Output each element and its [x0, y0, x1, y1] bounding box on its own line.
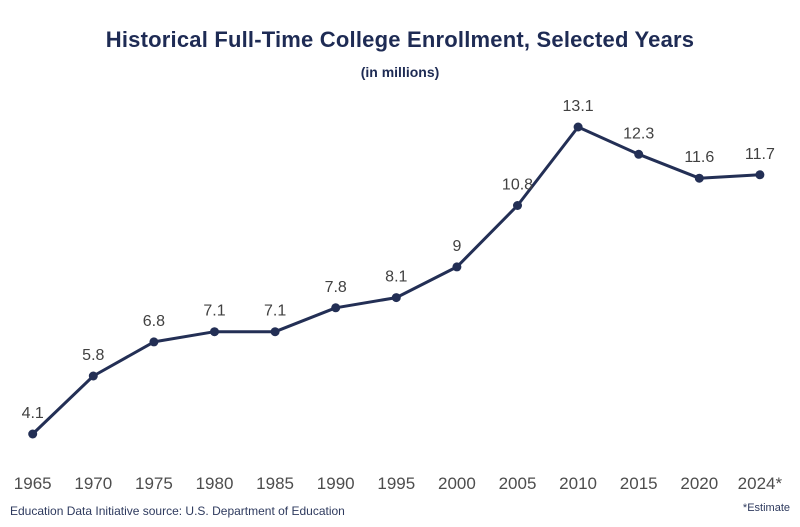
chart-subtitle: (in millions): [360, 64, 440, 80]
data-point-marker: [755, 170, 765, 180]
x-axis-label: 1965: [14, 474, 52, 493]
x-axis-label: 2010: [559, 474, 597, 493]
data-point-label: 9: [452, 238, 461, 255]
x-axis-label: 2015: [620, 474, 658, 493]
x-axis-label: 1990: [317, 474, 355, 493]
x-axis-label: 2005: [499, 474, 537, 493]
data-point-label: 12.3: [623, 125, 654, 142]
data-point-marker: [88, 371, 98, 381]
source-note: Education Data Initiative source: U.S. D…: [10, 504, 345, 518]
data-point-marker: [270, 327, 280, 337]
data-point-label: 11.7: [745, 146, 775, 163]
x-axis-label: 1975: [135, 474, 173, 493]
enrollment-line-chart: 4.1 1965 5.8 1970 6.8 1975 7.1 1980 7.1 1985 7.8 19…: [14, 98, 783, 493]
data-point-marker: [513, 201, 522, 210]
data-point-label: 5.8: [82, 347, 104, 364]
x-axis-label: 2020: [680, 474, 718, 493]
x-axis-label: 1985: [256, 474, 294, 493]
data-point-marker: [149, 337, 159, 347]
data-point-label: 13.1: [563, 98, 594, 115]
data-point-marker: [331, 303, 341, 313]
data-point-marker: [28, 429, 38, 439]
x-axis-label: 1970: [74, 474, 112, 493]
data-point-marker: [452, 262, 462, 272]
data-point-label: 11.6: [684, 149, 714, 166]
data-point-marker: [694, 173, 704, 183]
x-axis-label: 1980: [196, 474, 234, 493]
data-point-marker: [634, 149, 644, 159]
x-axis-label: 2000: [438, 474, 476, 493]
data-point-label: 4.1: [22, 405, 44, 422]
data-point-marker: [391, 293, 401, 303]
estimate-note: *Estimate: [742, 502, 790, 514]
data-point-label: 10.8: [502, 177, 533, 194]
x-axis-label: 2024*: [738, 474, 783, 493]
data-point-label: 7.1: [203, 303, 225, 320]
chart-title: Historical Full-Time College Enrollment,…: [105, 27, 695, 52]
data-point-marker: [573, 122, 583, 132]
data-point-label: 8.1: [385, 269, 407, 286]
data-point-label: 7.1: [264, 303, 286, 320]
x-axis-label: 1995: [377, 474, 415, 493]
data-point-label: 6.8: [143, 313, 165, 330]
data-point-marker: [210, 327, 219, 337]
data-point-label: 7.8: [325, 279, 347, 296]
